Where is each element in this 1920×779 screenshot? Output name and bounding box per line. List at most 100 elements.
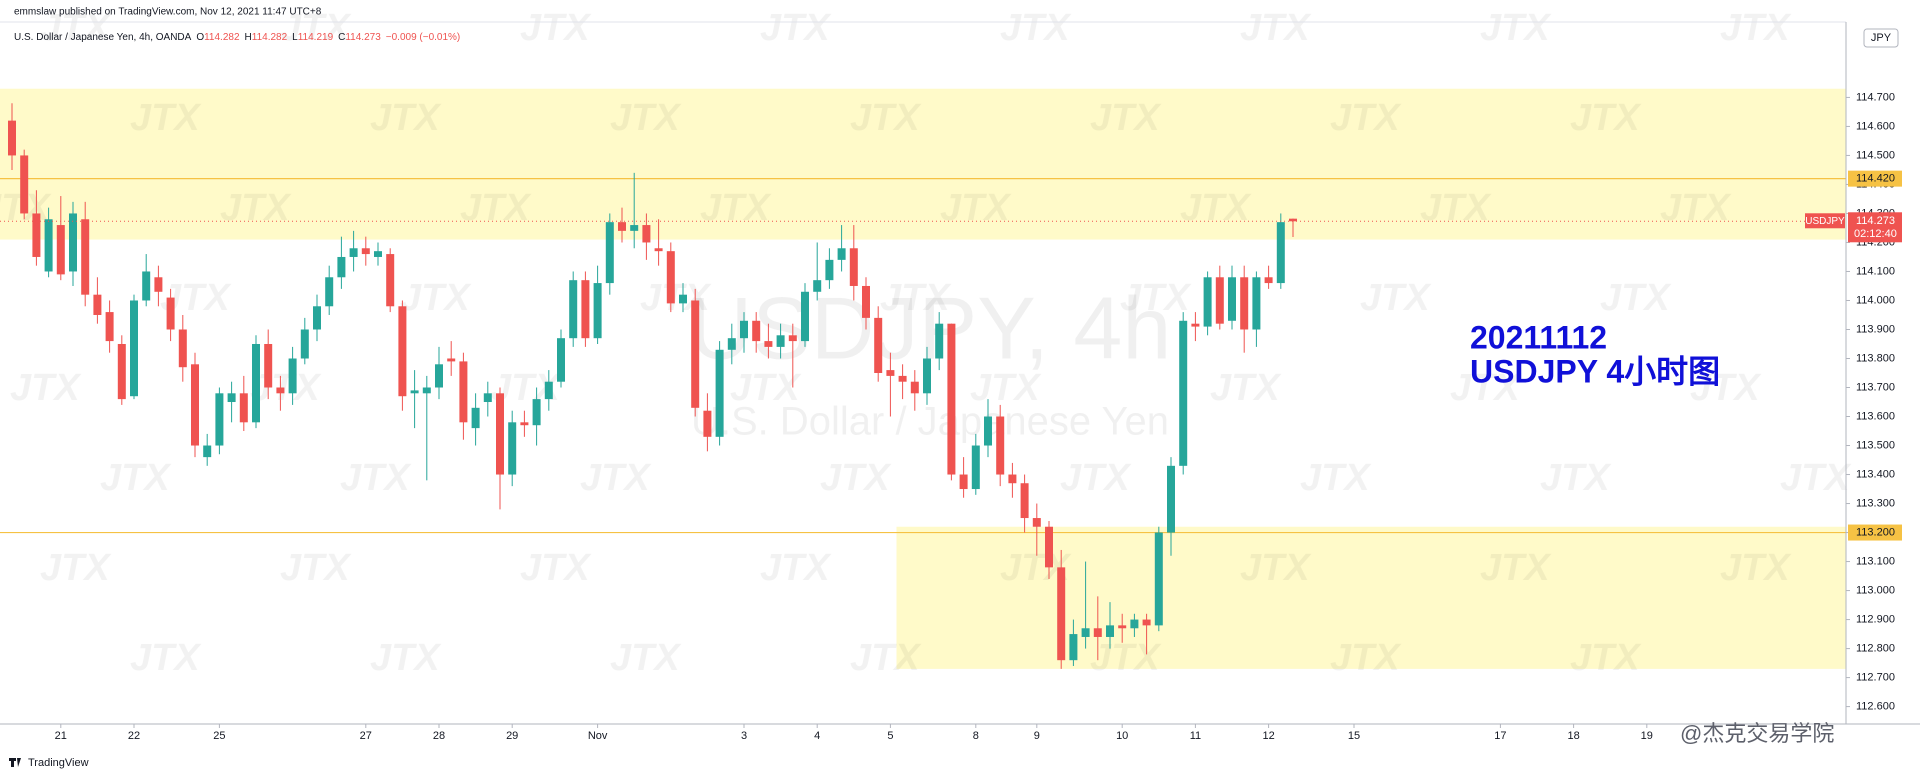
legend-change: −0.009 (−0.01%) (386, 32, 461, 43)
x-tick-label: 5 (887, 730, 893, 742)
watermark-logo: JTX (220, 187, 292, 229)
candle-body (788, 335, 797, 342)
candle-body (1118, 625, 1127, 629)
x-tick-label: 3 (741, 730, 747, 742)
watermark-logo: JTX (40, 7, 112, 49)
mark-layer (0, 103, 1846, 669)
candle-body (959, 474, 968, 490)
candle-body (971, 445, 980, 490)
candle-body (130, 300, 138, 397)
watermark-logo: JTX (250, 367, 322, 409)
candle-body (862, 285, 870, 318)
x-tick-label: 19 (1641, 730, 1653, 742)
y-tick-label: 113.700 (1856, 381, 1895, 393)
watermark-logo: JTX (1240, 7, 1312, 49)
candle-body (508, 422, 517, 475)
watermark-logo: JTX (1300, 457, 1372, 499)
y-tick-label: 113.600 (1856, 410, 1895, 422)
candle-body (1093, 628, 1102, 637)
watermark-logo: JTX (1330, 97, 1402, 139)
x-tick-label: 4 (814, 730, 820, 742)
y-tick-label: 114.600 (1856, 120, 1895, 132)
watermark-description: U.S. Dollar / Japanese Yen (691, 400, 1169, 444)
candle-body (105, 312, 114, 342)
watermark-logo: JTX (10, 367, 82, 409)
annotation: USDJPY 4小时图 (1470, 353, 1720, 389)
footer-brand: TradingView (28, 757, 89, 769)
candle-body (435, 364, 443, 388)
watermark-logo: JTX (1420, 187, 1492, 229)
x-tick-label: 29 (506, 730, 518, 742)
watermark-logo: JTX (700, 187, 772, 229)
candle-body (203, 445, 212, 458)
candle-body (935, 323, 944, 359)
candle-body (93, 294, 102, 315)
credit: @杰克交易学院 (1680, 721, 1834, 746)
watermark-logo: JTX (880, 277, 952, 319)
level-label: 114.420 (1856, 173, 1895, 185)
watermark-logo: JTX (1660, 187, 1732, 229)
watermark-logo: JTX (640, 277, 712, 319)
candle-body (252, 343, 260, 423)
level-badge (1848, 170, 1902, 187)
candle-body (703, 410, 712, 437)
watermark-logo: JTX (1570, 637, 1642, 679)
watermark-logo: JTX (1450, 367, 1522, 409)
currency-label: JPY (1871, 32, 1892, 44)
candle-body (1276, 222, 1285, 284)
candle-body (1203, 277, 1212, 327)
candle-body (849, 248, 858, 286)
y-tick-label: 113.900 (1856, 323, 1895, 335)
watermark-logo: JTX (1240, 547, 1312, 589)
candle-body (81, 219, 90, 295)
legend-open: 114.282 (204, 32, 240, 43)
watermark-logo: JTX (400, 277, 472, 319)
watermark-logo: JTX (1060, 457, 1132, 499)
zone (896, 526, 1846, 669)
watermark-logo: JTX (610, 97, 682, 139)
candle-body (996, 416, 1005, 475)
watermark-logo: JTX (460, 187, 532, 229)
x-tick-label: 15 (1348, 730, 1360, 742)
candle-body (215, 393, 224, 446)
x-tick-label: 10 (1116, 730, 1128, 742)
watermark-logo: JTX (1480, 547, 1552, 589)
symbol-badge (1805, 213, 1845, 229)
candle-body (410, 390, 419, 394)
legend-key: H (245, 32, 252, 43)
watermark-logo: JTX (370, 637, 442, 679)
y-tick-label: 113.400 (1856, 468, 1895, 480)
legend: U.S. Dollar / Japanese Yen, 4h, OANDA O11… (14, 32, 460, 43)
candle-body (740, 320, 748, 339)
candle-body (1191, 323, 1200, 327)
legend-low: 114.219 (298, 32, 334, 43)
candle-body (20, 155, 29, 214)
published-note: emmslaw published on TradingView.com, No… (14, 7, 322, 18)
watermark-logo: JTX (340, 457, 412, 499)
price-badge (1848, 212, 1902, 243)
candle-body (191, 364, 199, 446)
candle-body (166, 297, 175, 330)
candle-body (544, 381, 553, 400)
candle-body (349, 248, 358, 257)
watermark-logo: JTX (1600, 277, 1672, 319)
candle-body (825, 259, 834, 281)
watermark-logo: JTX (1000, 7, 1072, 49)
candle-body (239, 393, 248, 423)
legend-close: 114.273 (345, 32, 381, 43)
candle-body (581, 280, 590, 339)
watermark-logo: JTX (520, 7, 592, 49)
candle-body (1020, 483, 1029, 519)
x-tick-label: 8 (973, 730, 979, 742)
candle-body (532, 399, 541, 426)
candle-body (32, 213, 41, 257)
candle-body (69, 213, 77, 272)
x-tick-label: Nov (588, 730, 608, 742)
candle-body (984, 416, 992, 446)
y-tick-label: 114.500 (1856, 149, 1895, 161)
legend-key: O (196, 32, 204, 43)
candle-body (898, 375, 907, 382)
candle-body (715, 349, 724, 437)
candle-body (288, 358, 297, 394)
currency-badge[interactable] (1863, 28, 1899, 48)
